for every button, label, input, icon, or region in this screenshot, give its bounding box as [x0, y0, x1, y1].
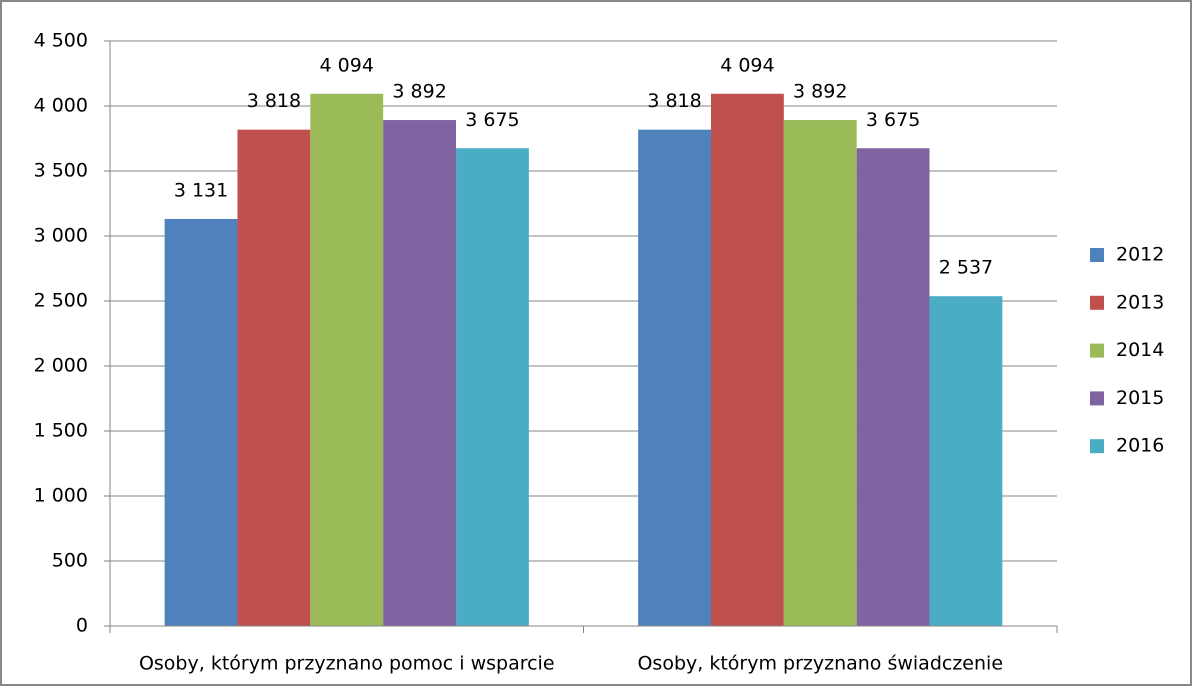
y-tick-label: 2 000	[34, 355, 88, 377]
y-tick-label: 2 500	[34, 290, 88, 312]
y-tick-label: 3 000	[34, 225, 88, 247]
data-label: 3 818	[647, 90, 701, 112]
bar	[929, 296, 1003, 626]
y-tick-label: 1 000	[34, 485, 88, 507]
legend-label: 2016	[1116, 435, 1164, 457]
bar	[383, 120, 457, 626]
x-tick-label: Osoby, którym przyznano świadczenie	[637, 653, 1003, 675]
bar	[710, 93, 784, 626]
bar	[237, 129, 311, 626]
y-tick-label: 4 000	[34, 95, 88, 117]
legend-swatch	[1090, 391, 1104, 406]
bar	[310, 93, 384, 626]
legend-label: 2013	[1116, 291, 1164, 313]
legend-label: 2015	[1116, 387, 1164, 409]
bar	[856, 148, 930, 626]
legend-label: 2014	[1116, 339, 1164, 361]
bar	[164, 218, 238, 626]
legend-label: 2012	[1116, 244, 1164, 266]
data-label: 3 675	[866, 109, 920, 131]
y-tick-label: 3 500	[34, 160, 88, 182]
legend-swatch	[1090, 295, 1104, 310]
legend-swatch	[1090, 343, 1104, 358]
data-label: 4 094	[320, 54, 374, 76]
data-label: 3 892	[793, 81, 847, 103]
data-label: 3 675	[465, 109, 519, 131]
x-tick-label: Osoby, którym przyznano pomoc i wsparcie	[139, 653, 555, 675]
data-label: 3 131	[174, 179, 228, 201]
data-label: 3 818	[247, 90, 301, 112]
bar	[456, 148, 529, 626]
data-label: 2 537	[939, 257, 993, 279]
y-tick-label: 1 500	[34, 420, 88, 442]
legend-swatch	[1090, 248, 1104, 262]
y-tick-label: 500	[52, 550, 88, 572]
data-label: 3 892	[392, 81, 446, 103]
bar	[783, 120, 857, 626]
data-label: 4 094	[720, 54, 774, 76]
bar	[638, 129, 711, 626]
y-tick-label: 0	[76, 615, 88, 637]
legend-swatch	[1090, 439, 1104, 454]
y-tick-label: 4 500	[34, 30, 88, 52]
